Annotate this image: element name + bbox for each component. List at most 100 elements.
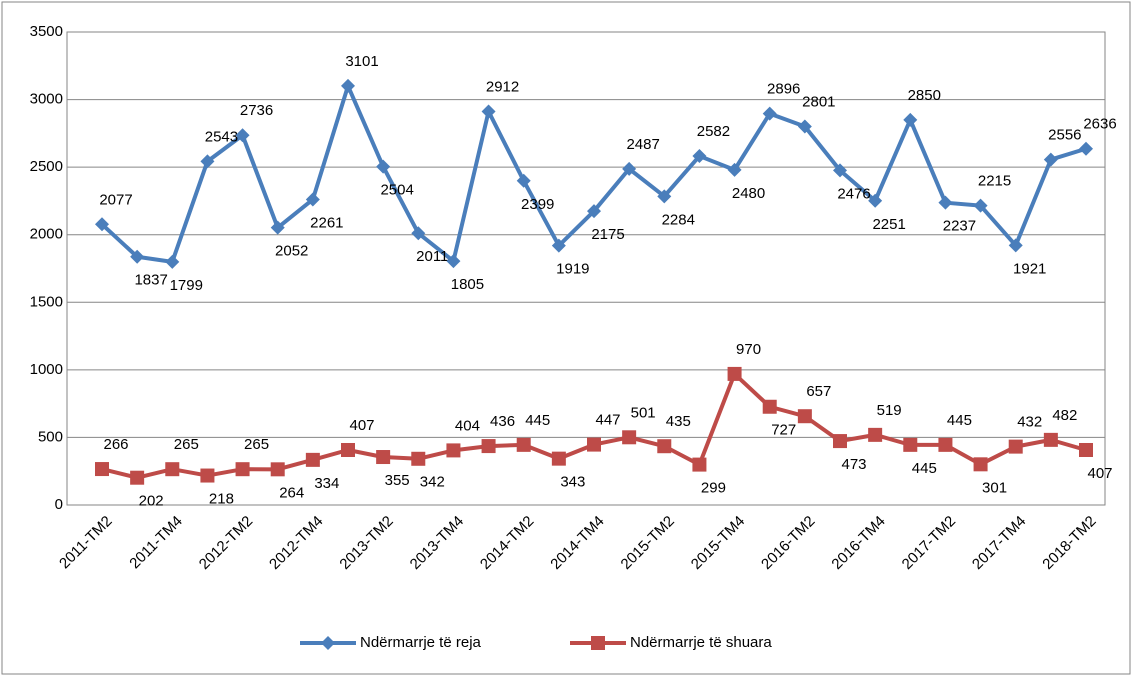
data-point bbox=[341, 78, 355, 93]
data-point bbox=[938, 437, 953, 452]
data-point bbox=[762, 106, 777, 121]
y-tick-label: 1000 bbox=[30, 361, 63, 378]
data-label: 2261 bbox=[310, 214, 343, 231]
data-point bbox=[321, 636, 335, 650]
data-point bbox=[727, 366, 742, 381]
data-point bbox=[591, 636, 605, 650]
data-point bbox=[1008, 238, 1023, 253]
data-point bbox=[587, 204, 601, 219]
y-tick-label: 500 bbox=[38, 428, 63, 445]
data-point bbox=[446, 443, 461, 458]
data-label: 343 bbox=[560, 474, 585, 491]
data-point bbox=[481, 104, 496, 119]
y-tick-label: 3500 bbox=[30, 23, 63, 40]
data-point bbox=[1079, 141, 1093, 156]
data-label: 2175 bbox=[591, 226, 624, 243]
data-label: 436 bbox=[490, 413, 515, 430]
data-label: 2582 bbox=[697, 123, 730, 140]
data-label: 435 bbox=[666, 413, 691, 430]
data-label: 2636 bbox=[1083, 116, 1116, 133]
data-point bbox=[1043, 152, 1058, 167]
data-point bbox=[130, 470, 145, 485]
data-label: 2543 bbox=[205, 128, 238, 145]
data-label: 657 bbox=[806, 383, 831, 400]
data-point bbox=[657, 439, 672, 454]
data-label: 501 bbox=[631, 404, 656, 421]
data-point bbox=[235, 128, 250, 143]
data-label: 299 bbox=[701, 480, 726, 497]
data-point bbox=[305, 452, 320, 467]
data-point bbox=[622, 430, 637, 445]
data-label: 2476 bbox=[837, 185, 870, 202]
data-point bbox=[1079, 442, 1093, 457]
data-label: 1837 bbox=[134, 272, 167, 289]
data-point bbox=[903, 112, 918, 127]
data-label: 301 bbox=[982, 479, 1007, 496]
data-label: 3101 bbox=[345, 53, 378, 70]
data-point bbox=[235, 462, 250, 477]
data-point bbox=[868, 193, 883, 208]
data-point bbox=[95, 462, 109, 477]
data-label: 473 bbox=[841, 456, 866, 473]
data-label: 2480 bbox=[732, 185, 765, 202]
data-point bbox=[833, 434, 847, 449]
data-point bbox=[938, 195, 953, 210]
data-label: 2556 bbox=[1048, 127, 1081, 144]
data-label: 2215 bbox=[978, 173, 1011, 190]
data-point bbox=[130, 249, 145, 264]
data-label: 2896 bbox=[767, 81, 800, 98]
data-label: 1921 bbox=[1013, 260, 1046, 277]
data-point bbox=[200, 154, 215, 169]
data-label: 2399 bbox=[521, 196, 554, 213]
data-point bbox=[376, 159, 391, 174]
data-label: 519 bbox=[877, 402, 902, 419]
data-point bbox=[516, 437, 531, 452]
data-label: 202 bbox=[139, 493, 164, 510]
data-point bbox=[762, 399, 777, 414]
data-point bbox=[833, 163, 847, 178]
data-label: 407 bbox=[349, 417, 374, 434]
data-point bbox=[411, 451, 426, 466]
data-point bbox=[727, 162, 742, 177]
data-point bbox=[973, 457, 988, 472]
data-label: 1805 bbox=[451, 276, 484, 293]
data-label: 2487 bbox=[626, 136, 659, 153]
data-label: 264 bbox=[279, 484, 304, 501]
legend-label: Ndërmarrje të shuara bbox=[630, 634, 772, 651]
legend-label: Ndërmarrje të reja bbox=[360, 634, 482, 651]
data-point bbox=[446, 254, 461, 269]
data-label: 265 bbox=[244, 436, 269, 453]
data-point bbox=[587, 437, 601, 452]
data-label: 727 bbox=[771, 422, 796, 439]
data-label: 2052 bbox=[275, 243, 308, 260]
data-point bbox=[165, 254, 180, 269]
data-point bbox=[270, 462, 285, 477]
data-point bbox=[165, 462, 180, 477]
data-point bbox=[622, 161, 637, 176]
data-point bbox=[1008, 439, 1023, 454]
data-label: 445 bbox=[525, 412, 550, 429]
data-label: 432 bbox=[1017, 414, 1042, 431]
y-tick-label: 1500 bbox=[30, 293, 63, 310]
data-point bbox=[692, 149, 707, 164]
data-label: 2011 bbox=[416, 248, 448, 265]
data-label: 2912 bbox=[486, 78, 519, 95]
data-point bbox=[481, 439, 496, 454]
data-label: 218 bbox=[209, 491, 234, 508]
data-point bbox=[305, 192, 320, 207]
data-point bbox=[516, 173, 531, 188]
data-point bbox=[1043, 432, 1058, 447]
data-point bbox=[376, 450, 391, 465]
data-point bbox=[341, 442, 355, 457]
data-label: 1799 bbox=[170, 277, 203, 294]
data-label: 342 bbox=[420, 474, 445, 491]
data-label: 2284 bbox=[662, 211, 695, 228]
data-label: 407 bbox=[1087, 465, 1112, 482]
y-tick-label: 2000 bbox=[30, 226, 63, 243]
data-point bbox=[200, 468, 215, 483]
data-point bbox=[868, 427, 883, 442]
y-tick-label: 2500 bbox=[30, 158, 63, 175]
data-point bbox=[551, 451, 566, 466]
